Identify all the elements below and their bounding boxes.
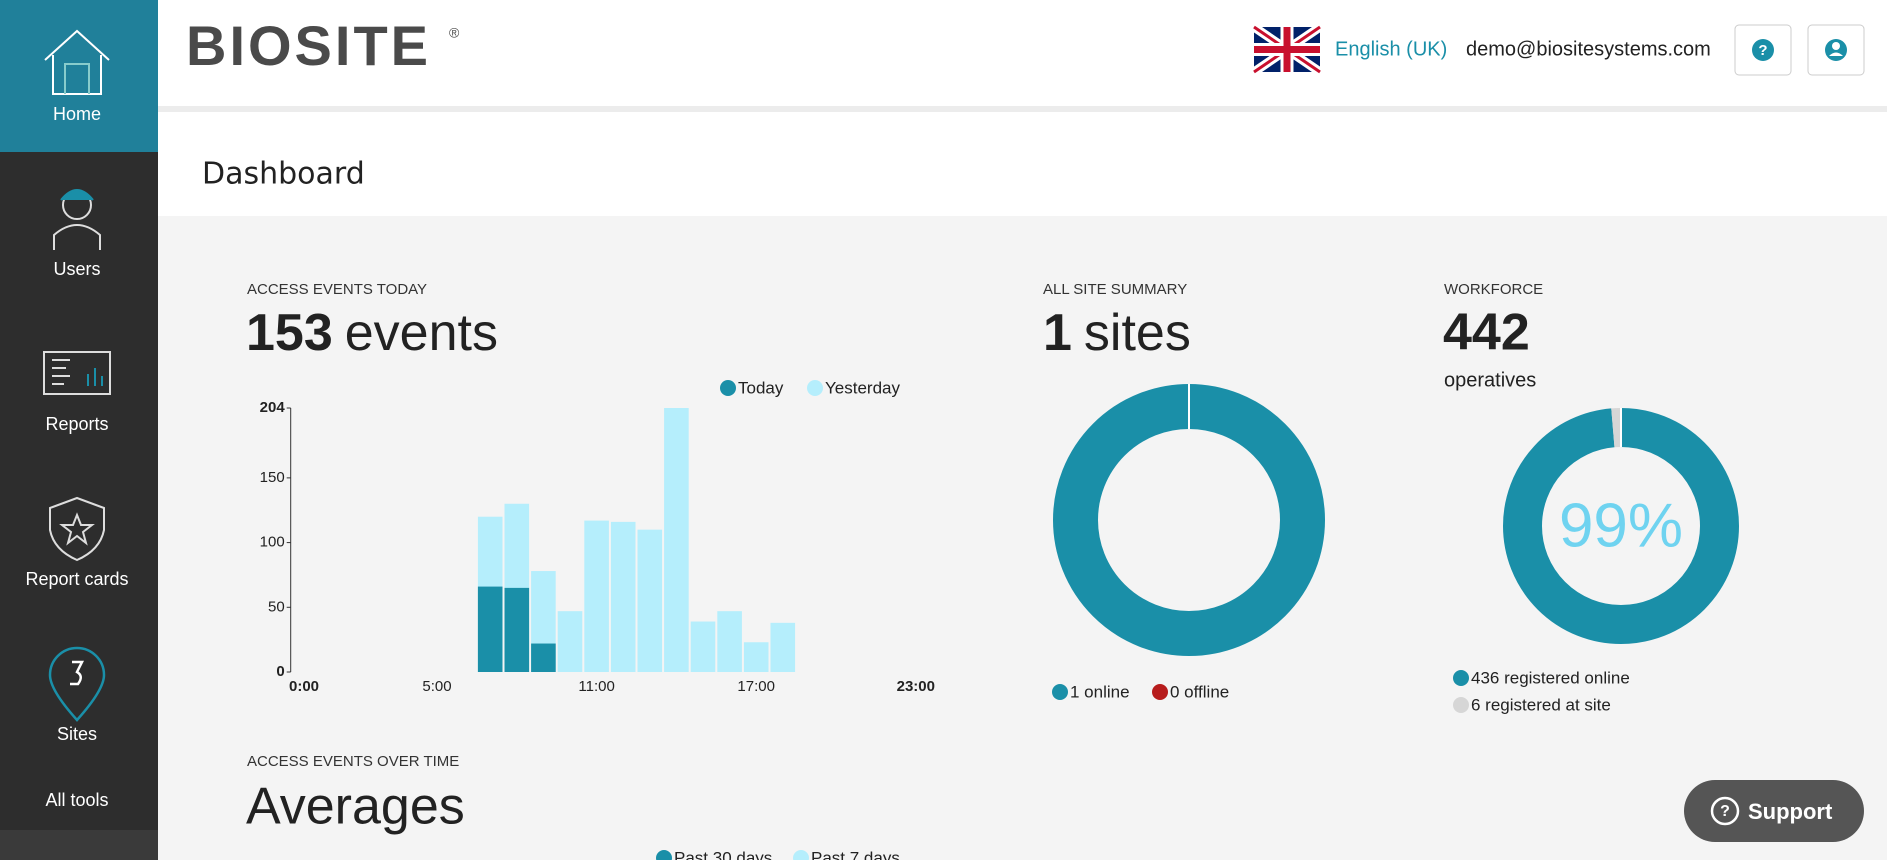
bar: [557, 611, 583, 672]
section-label: WORKFORCE: [1444, 281, 1543, 298]
y-tick-label: 50: [268, 598, 285, 615]
page-title: Dashboard: [202, 157, 365, 192]
bar: [504, 587, 530, 672]
count: 1: [1043, 304, 1072, 362]
y-tick-label: 0: [276, 663, 284, 680]
home-icon: [44, 29, 110, 95]
legend-marker: [807, 380, 823, 396]
legend-label: 1 online: [1070, 682, 1130, 701]
users-icon: [53, 189, 101, 250]
bar: [584, 520, 609, 672]
count: 153: [246, 304, 333, 362]
legend-marker: [1152, 684, 1168, 700]
legend-label: Past 30 days: [674, 848, 772, 860]
y-tick-label: 150: [260, 469, 285, 486]
sites-count: 1 sites: [1043, 304, 1191, 362]
sites-donut: 1 online 0 offline: [1052, 384, 1325, 701]
legend-label: 0 offline: [1170, 682, 1229, 701]
sidebar-active: [0, 0, 158, 152]
bar: [610, 521, 636, 672]
unit: sites: [1084, 304, 1191, 362]
nav-item[interactable]: Reports: [45, 414, 108, 434]
x-tick-label: 17:00: [737, 678, 775, 695]
workforce-unit: operatives: [1444, 369, 1536, 391]
legend-marker: [1052, 684, 1068, 700]
legend-marker: [656, 850, 672, 860]
report-cards-icon: [49, 496, 105, 562]
workforce-donut: 99% 436 registered online 6 registered at …: [1453, 408, 1739, 714]
bar: [531, 643, 556, 672]
bar: [637, 529, 663, 672]
help-button[interactable]: ?: [1734, 24, 1792, 76]
unit: events: [345, 304, 498, 362]
language-selector[interactable]: English (UK): [1335, 38, 1447, 60]
user-email: demo@biositesystems.com: [1466, 38, 1711, 60]
legend-label: Yesterday: [825, 378, 900, 397]
section-label: ACCESS EVENTS OVER TIME: [247, 753, 459, 770]
y-tick-label: 100: [260, 534, 285, 551]
header: [158, 0, 1887, 106]
legend-marker: [1453, 697, 1469, 713]
nav-item[interactable]: Report cards: [25, 569, 128, 589]
support-label[interactable]: Support: [1748, 799, 1833, 824]
legend-marker: [720, 380, 736, 396]
legend-label: 436 registered online: [1471, 668, 1630, 687]
legend-label: Past 7 days: [811, 848, 900, 860]
workforce-count: 442: [1443, 304, 1530, 362]
bar: [717, 611, 742, 672]
bar: [664, 408, 689, 672]
events-count: 153 events: [246, 304, 498, 362]
y-tick-label: 204: [260, 399, 286, 416]
legend-label: 6 registered at site: [1471, 695, 1611, 714]
nav-item[interactable]: Users: [53, 259, 100, 279]
nav-item[interactable]: Home: [53, 104, 101, 124]
x-tick-label: 5:00: [422, 678, 451, 695]
svg-text:?: ?: [1720, 803, 1730, 820]
bar: [690, 621, 716, 672]
nav-item[interactable]: Sites: [57, 724, 97, 744]
sites-icon: [48, 646, 106, 722]
logo-trademark: ®: [449, 25, 460, 41]
section-label: ALL SITE SUMMARY: [1043, 281, 1187, 298]
bar: [743, 642, 769, 672]
section-label: ACCESS EVENTS TODAY: [247, 281, 427, 298]
legend-label: Today: [738, 378, 784, 397]
sidebar-footer: [0, 830, 158, 860]
logo[interactable]: BIOSITE: [186, 14, 431, 77]
svg-text:?: ?: [1758, 42, 1767, 59]
nav-item[interactable]: All tools: [45, 790, 108, 810]
averages-legend: Past 30 days Past 7 days: [656, 848, 900, 860]
x-tick-label: 23:00: [897, 678, 935, 695]
support-button[interactable]: ? Support: [1684, 780, 1864, 842]
header-divider: [158, 106, 1887, 112]
title-bar: [158, 112, 1887, 216]
averages-title: Averages: [246, 778, 465, 836]
legend-marker: [1453, 670, 1469, 686]
bar: [770, 622, 796, 672]
legend-marker: [793, 850, 809, 860]
reports-icon: [43, 351, 111, 395]
uk-flag[interactable]: [1251, 23, 1323, 76]
x-tick-label: 0:00: [289, 678, 319, 695]
x-tick-label: 11:00: [578, 678, 614, 695]
bar: [477, 586, 503, 672]
bar-chart: 0 50 100 150 204 0:00 5:00 11:00 17:00 23:00 Today…: [260, 378, 935, 694]
account-button[interactable]: [1807, 24, 1865, 76]
center-label: 99%: [1559, 491, 1683, 560]
